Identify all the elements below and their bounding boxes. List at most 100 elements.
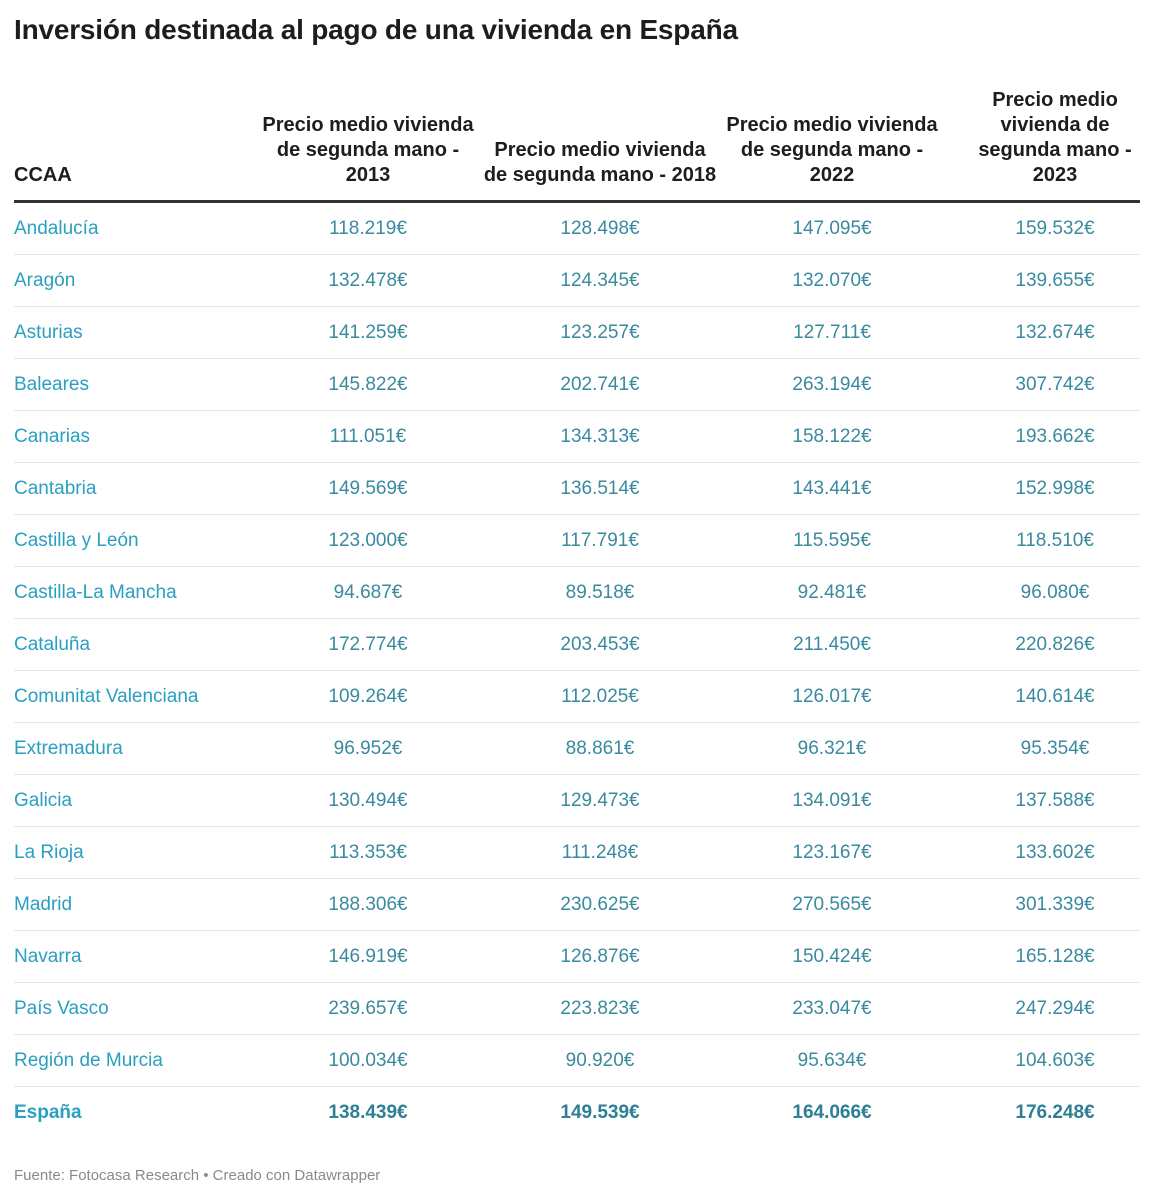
table-row: Castilla-La Mancha 94.687€ 89.518€ 92.481€ 9…: [14, 567, 1140, 619]
table-row: Madrid 188.306€ 230.625€ 270.565€ 301.339€: [14, 879, 1140, 931]
column-header: Precio medio vivienda de segunda mano - …: [978, 89, 1132, 186]
column-header: Precio medio vivienda de segunda mano - …: [262, 114, 474, 186]
price-cell: 118.219€: [329, 217, 407, 239]
table-row: Extremadura 96.952€ 88.861€ 96.321€ 95.354€: [14, 723, 1140, 775]
price-cell: 126.876€: [560, 945, 640, 967]
price-cell: 145.822€: [328, 373, 408, 395]
price-cell: 96.080€: [1020, 581, 1090, 603]
price-cell: 158.122€: [792, 425, 872, 447]
region-name: Extremadura: [14, 737, 123, 759]
region-name: Castilla-La Mancha: [14, 581, 177, 603]
price-cell: 230.625€: [560, 893, 640, 915]
price-cell: 96.952€: [333, 737, 403, 759]
data-table: CCAA Precio medio vivienda de segunda man…: [14, 86, 1140, 1138]
price-cell: 188.306€: [328, 893, 408, 915]
region-name: Aragón: [14, 269, 76, 291]
table-row: Aragón 132.478€ 124.345€ 132.070€ 139.655€: [14, 255, 1140, 307]
price-cell: 159.532€: [1015, 217, 1095, 239]
region-name: Madrid: [14, 893, 73, 915]
region-name: Región de Murcia: [14, 1049, 163, 1071]
column-header: CCAA: [14, 164, 72, 186]
price-cell: 143.441€: [792, 477, 872, 499]
price-cell: 127.711€: [793, 321, 871, 343]
price-cell: 176.248€: [1015, 1101, 1095, 1123]
price-cell: 90.920€: [565, 1049, 635, 1071]
price-cell: 123.167€: [792, 841, 872, 863]
table-row: Baleares 145.822€ 202.741€ 263.194€ 307.742€: [14, 359, 1140, 411]
region-name: Castilla y León: [14, 529, 139, 551]
price-cell: 301.339€: [1015, 893, 1095, 915]
price-cell: 270.565€: [792, 893, 872, 915]
price-cell: 124.345€: [560, 269, 640, 291]
price-cell: 239.657€: [328, 997, 408, 1019]
region-name: Canarias: [14, 425, 91, 447]
total-row: España 138.439€ 149.539€ 164.066€ 176.248€: [14, 1087, 1140, 1138]
table-row: Cantabria 149.569€ 136.514€ 143.441€ 152.998…: [14, 463, 1140, 515]
price-cell: 165.128€: [1015, 945, 1095, 967]
source-footer: Fuente: Fotocasa Research • Creado con D…: [14, 1167, 381, 1184]
price-cell: 123.000€: [328, 529, 408, 551]
price-cell: 193.662€: [1015, 425, 1095, 447]
price-cell: 123.257€: [560, 321, 640, 343]
table-row: Galicia 130.494€ 129.473€ 134.091€ 137.588€: [14, 775, 1140, 827]
price-cell: 137.588€: [1015, 789, 1095, 811]
table-row: Navarra 146.919€ 126.876€ 150.424€ 165.128€: [14, 931, 1140, 983]
region-name: País Vasco: [14, 997, 109, 1019]
price-cell: 220.826€: [1015, 633, 1095, 655]
price-cell: 307.742€: [1015, 373, 1095, 395]
price-cell: 149.569€: [328, 477, 408, 499]
price-cell: 136.514€: [560, 477, 640, 499]
price-cell: 263.194€: [792, 373, 872, 395]
price-cell: 132.070€: [792, 269, 872, 291]
region-name: La Rioja: [14, 841, 84, 863]
price-cell: 126.017€: [792, 685, 872, 707]
price-cell: 134.091€: [792, 789, 872, 811]
price-cell: 247.294€: [1015, 997, 1095, 1019]
price-cell: 112.025€: [561, 685, 639, 707]
table-row: Canarias 111.051€ 134.313€ 158.122€ 193.662€: [14, 411, 1140, 463]
table-row: Comunitat Valenciana 109.264€ 112.025€ 126.…: [14, 671, 1140, 723]
region-name: Cataluña: [14, 633, 91, 655]
price-cell: 233.047€: [792, 997, 872, 1019]
price-cell: 223.823€: [560, 997, 640, 1019]
price-cell: 129.473€: [560, 789, 640, 811]
price-cell: 111.248€: [561, 841, 639, 863]
price-cell: 133.602€: [1015, 841, 1095, 863]
price-cell: 132.478€: [328, 269, 408, 291]
table-row: Andalucía 118.219€ 128.498€ 147.095€ 159.532…: [14, 203, 1140, 255]
price-cell: 139.655€: [1015, 269, 1095, 291]
price-cell: 89.518€: [565, 581, 635, 603]
region-name: Baleares: [14, 373, 89, 395]
price-cell: 134.313€: [560, 425, 640, 447]
price-cell: 95.634€: [797, 1049, 867, 1071]
table-row: País Vasco 239.657€ 223.823€ 233.047€ 247.29…: [14, 983, 1140, 1035]
table-body: Andalucía 118.219€ 128.498€ 147.095€ 159.532…: [14, 203, 1140, 1138]
price-cell: 94.687€: [333, 581, 403, 603]
price-cell: 118.510€: [1016, 529, 1094, 551]
price-cell: 100.034€: [328, 1049, 408, 1071]
table-row: Cataluña 172.774€ 203.453€ 211.450€ 220.826€: [14, 619, 1140, 671]
table-row: Región de Murcia 100.034€ 90.920€ 95.634€ 10…: [14, 1035, 1140, 1087]
price-cell: 111.051€: [329, 425, 407, 447]
price-cell: 130.494€: [328, 789, 408, 811]
price-cell: 92.481€: [797, 581, 867, 603]
price-cell: 117.791€: [561, 529, 639, 551]
table-header: CCAA Precio medio vivienda de segunda man…: [14, 86, 1140, 203]
column-header: Precio medio vivienda de segunda mano - …: [483, 139, 717, 186]
price-cell: 164.066€: [792, 1101, 872, 1123]
region-name: Galicia: [14, 789, 73, 811]
price-cell: 95.354€: [1020, 737, 1090, 759]
region-name: Asturias: [14, 321, 83, 343]
price-cell: 115.595€: [793, 529, 871, 551]
price-cell: 128.498€: [560, 217, 640, 239]
price-cell: 152.998€: [1015, 477, 1095, 499]
region-name: España: [14, 1101, 82, 1123]
price-cell: 149.539€: [560, 1101, 640, 1123]
price-cell: 211.450€: [793, 633, 871, 655]
price-cell: 150.424€: [792, 945, 872, 967]
table-row: Castilla y León 123.000€ 117.791€ 115.595€ 1…: [14, 515, 1140, 567]
price-cell: 104.603€: [1015, 1049, 1095, 1071]
price-cell: 140.614€: [1015, 685, 1095, 707]
price-cell: 147.095€: [792, 217, 872, 239]
chart-title: Inversión destinada al pago de una vivie…: [14, 14, 738, 45]
